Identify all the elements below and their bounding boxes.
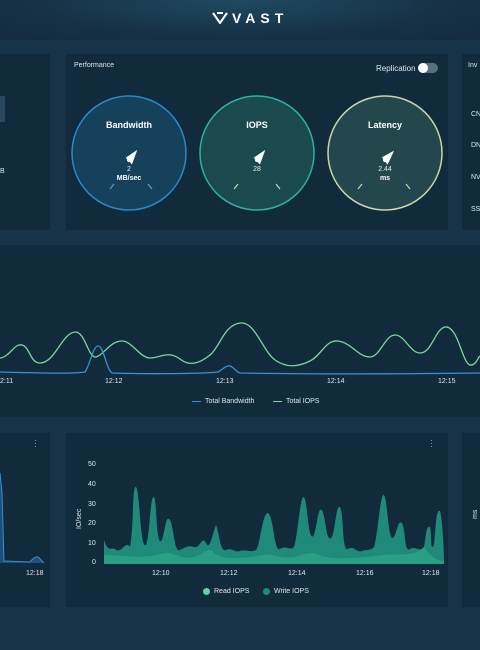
bandwidth-gauge-title: Bandwidth [106,120,152,130]
write-iops-legend-label: Write IOPS [274,588,309,595]
write-iops-area [104,486,444,564]
timeline-x-tick-1: 12:12 [105,378,123,385]
iops-y-tick-10: 10 [88,540,96,547]
iops-y-tick-40: 40 [88,481,96,488]
iops-gauge[interactable]: IOPS 28 [198,94,316,212]
capacity-input-edge [0,96,5,122]
iops-y-tick-20: 20 [88,520,96,527]
bandwidth-gauge-unit: MB/sec [116,175,142,182]
timeline-chart [0,322,480,375]
replication-toggle[interactable] [418,63,438,73]
bandwidth-gauge-value: 2 [127,166,131,173]
iops-gauge-value: 28 [253,166,261,173]
bandwidth-panel-chart [0,472,45,564]
latency-gauge-value: 2.44 [378,166,392,173]
read-iops-legend-label: Read IOPS [214,588,250,595]
iops-x-tick-1: 12:12 [220,570,238,577]
brand-name: VAST [232,10,289,26]
iops-legend-read[interactable]: Read IOPS [203,588,249,595]
latency-gauge-title: Latency [367,120,402,130]
timeline-legend-iops[interactable]: Total IOPS [273,398,319,405]
top-bar: VAST [0,0,480,40]
iops-gauge-dial [199,95,315,211]
inventory-item-ss[interactable]: SS [471,206,480,213]
bandwidth-legend-label: Total Bandwidth [205,398,255,405]
bandwidth-panel-menu-icon[interactable]: · · · [34,435,37,451]
bandwidth-gauge[interactable]: Bandwidth 2 MB/sec [70,94,188,212]
timeline-x-tick-3: 12:14 [327,378,345,385]
capacity-panel: B [0,54,50,230]
write-iops-legend-swatch [263,588,270,595]
latency-panel-ylabel: ms [472,509,479,519]
inventory-title: Inv [468,62,478,69]
inventory-item-nv[interactable]: NV [471,174,480,181]
total-bandwidth-line [0,345,480,375]
iops-legend-swatch [273,400,282,403]
capacity-value: B [0,168,5,175]
iops-panel-ylabel: IO/sec [76,508,83,529]
iops-panel-chart [104,486,444,564]
total-iops-line [0,322,480,367]
read-iops-area [104,547,444,564]
inventory-item-cn[interactable]: CN [471,111,480,118]
iops-legend-write[interactable]: Write IOPS [263,588,309,595]
toggle-knob [418,63,428,73]
iops-x-tick-3: 12:16 [356,570,374,577]
bandwidth-panel: · · · 12:18 [0,433,50,607]
logo[interactable]: VAST [212,10,288,26]
latency-panel: ms [462,433,480,607]
bandwidth-legend-swatch [192,400,201,403]
replication-label: Replication [376,64,416,73]
iops-y-tick-50: 50 [88,461,96,468]
iops-panel: · · · IO/sec 50 40 30 20 10 0 12:10 12:12 … [66,433,448,607]
iops-x-tick-0: 12:10 [152,570,170,577]
timeline-x-tick-4: 12:15 [438,378,456,385]
read-iops-legend-swatch [203,588,210,595]
iops-y-tick-0: 0 [92,559,96,566]
timeline-legend-bandwidth[interactable]: Total Bandwidth [192,398,254,405]
iops-panel-menu-icon[interactable]: · · · [430,435,433,451]
iops-gauge-title: IOPS [246,120,268,130]
latency-gauge[interactable]: Latency 2.44 ms [326,94,444,212]
iops-x-tick-2: 12:14 [288,570,306,577]
bandwidth-gauge-dial [71,95,187,211]
timeline-panel: 2:11 12:12 12:13 12:14 12:15 Total Bandw… [0,245,480,417]
iops-legend-label: Total IOPS [286,398,320,405]
iops-x-tick-4: 12:18 [422,570,440,577]
inventory-panel: Inv CN DN NV SS [462,54,480,230]
latency-gauge-dial [327,95,443,211]
performance-panel: Performance Replication Bandwidth 2 MB/s… [66,54,448,230]
vast-logo-icon [212,12,228,24]
bandwidth-panel-x-tick-0: 12:18 [26,570,44,577]
performance-title: Performance [74,62,115,69]
timeline-x-tick-0: 2:11 [0,378,14,385]
latency-gauge-unit: ms [379,175,391,182]
inventory-item-dn[interactable]: DN [471,142,480,149]
iops-y-tick-30: 30 [88,501,96,508]
timeline-x-tick-2: 12:13 [216,378,234,385]
